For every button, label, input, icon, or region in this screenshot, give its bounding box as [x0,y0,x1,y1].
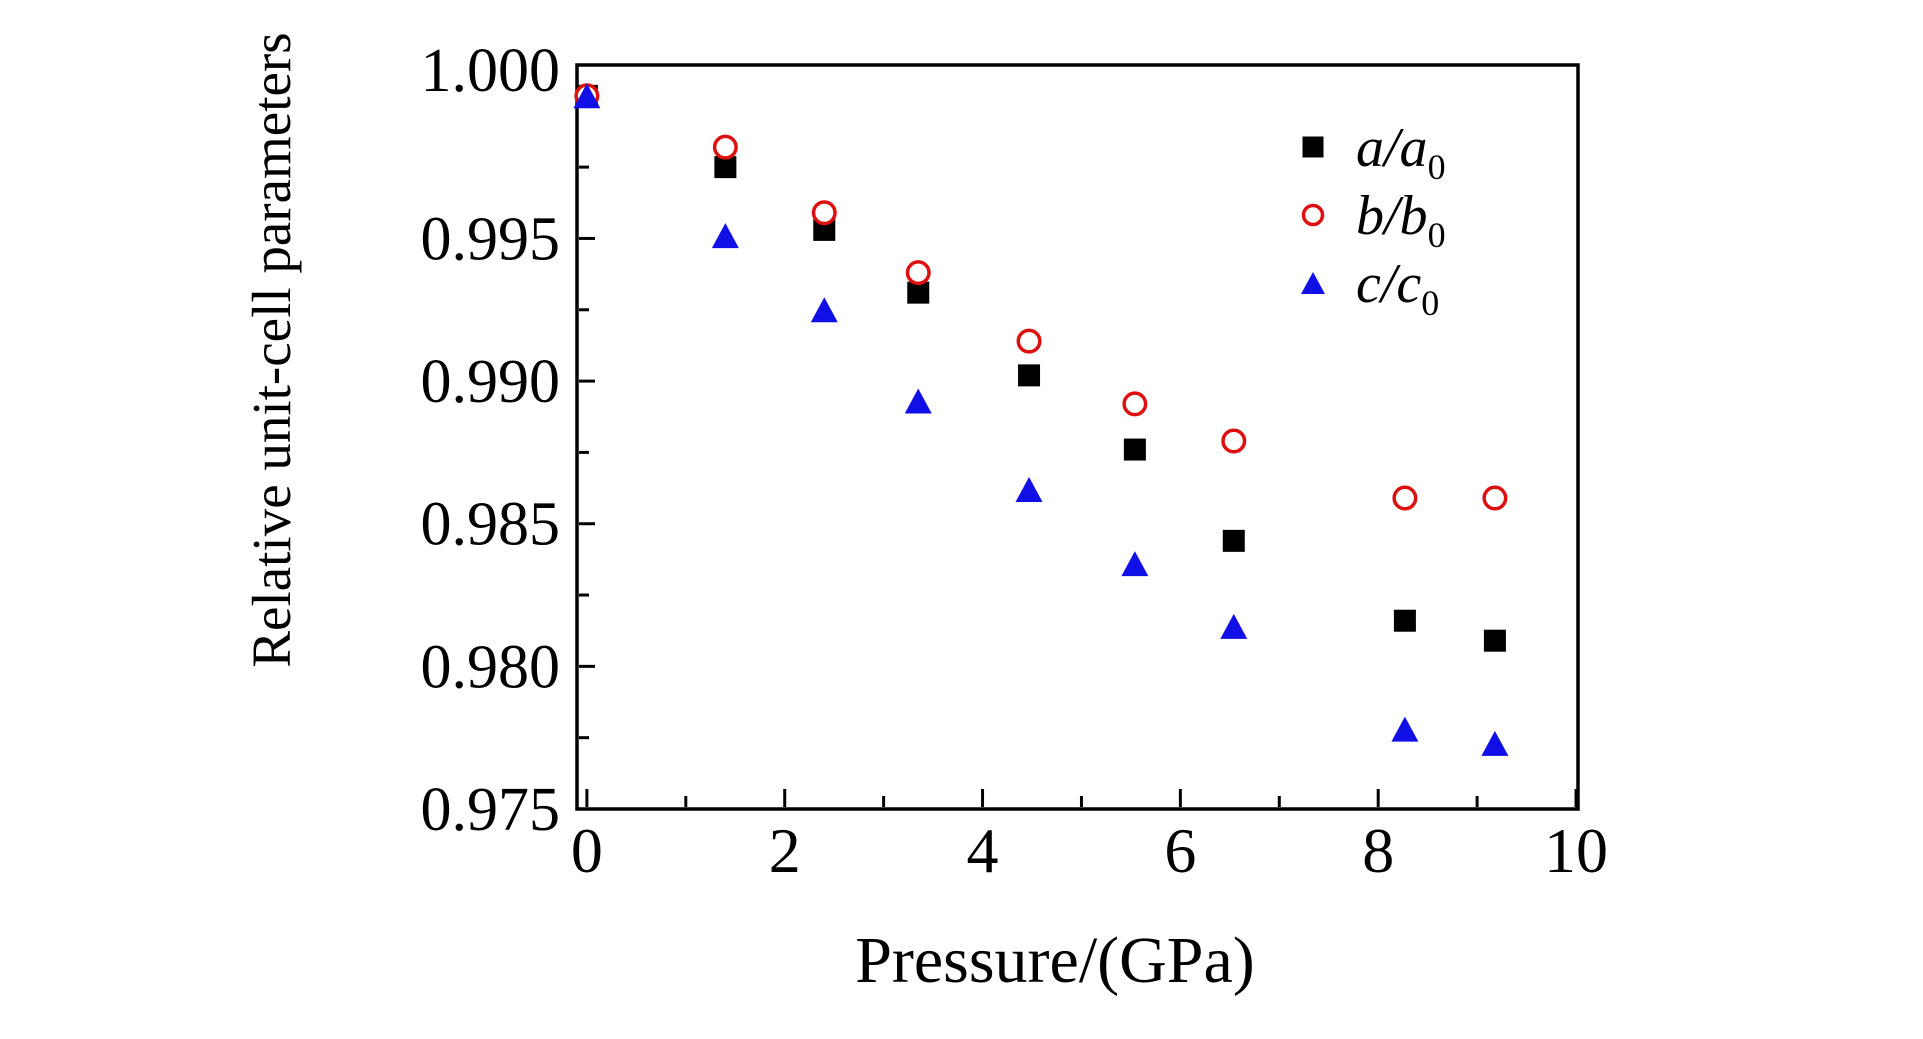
data-point-b-b0 [712,134,738,160]
legend-marker-a-a0 [1302,136,1324,158]
data-points [573,83,1509,756]
data-point-b-b0 [1122,391,1148,417]
data-point-c-c0 [810,297,838,323]
x-axis-title: Pressure/(GPa) [855,924,1255,997]
data-point-b-b0 [905,260,931,286]
y-tick-label: 1.000 [421,37,561,105]
axis-tick-labels: 0 2 4 6 8 10 0.975 0.980 0.985 0.990 0.995 1.000 [421,37,1609,886]
x-tick-label: 8 [1362,815,1394,886]
x-tick-label: 6 [1164,815,1196,886]
data-point-a-a0 [813,218,836,241]
data-point-c-c0 [1481,730,1509,756]
legend-label-a-a0: a/a0 [1356,117,1446,187]
plot-frame [575,63,1580,811]
legend: a/a0b/b0c/c0 [1301,117,1446,323]
data-point-a-a0 [1483,629,1506,652]
y-tick-label: 0.990 [421,348,561,416]
data-point-c-c0 [1015,476,1043,502]
legend-marker-b-b0 [1301,203,1325,227]
y-axis-title: Relative unit-cell parameters [241,32,302,667]
y-tick-label: 0.975 [421,776,561,844]
y-tick-label: 0.985 [421,491,561,559]
data-point-c-c0 [904,388,932,414]
data-point-c-c0 [1121,551,1149,577]
x-tick-label: 4 [967,815,999,886]
legend-marker-c-c0 [1301,272,1325,294]
data-point-a-a0 [1393,609,1416,632]
data-point-b-b0 [1016,328,1042,354]
data-point-b-b0 [811,200,837,226]
data-point-a-a0 [1222,529,1245,552]
data-point-c-c0 [1391,716,1419,742]
legend-label-b-b0: b/b0 [1356,185,1446,255]
legend-label-c-c0: c/c0 [1356,253,1439,323]
data-point-b-b0 [1221,428,1247,454]
x-tick-label: 2 [769,815,801,886]
data-point-c-c0 [711,223,739,249]
x-tick-label: 0 [571,815,603,886]
data-point-c-c0 [573,83,601,109]
data-point-b-b0 [1482,485,1508,511]
data-point-c-c0 [1220,613,1248,639]
data-point-b-b0 [1392,485,1418,511]
y-tick-label: 0.980 [421,633,561,701]
data-point-a-a0 [1123,438,1146,461]
data-point-a-a0 [907,281,930,304]
data-point-a-a0 [714,156,737,179]
y-tick-label: 0.995 [421,205,561,273]
data-point-a-a0 [1018,364,1041,387]
x-tick-label: 10 [1544,815,1608,886]
